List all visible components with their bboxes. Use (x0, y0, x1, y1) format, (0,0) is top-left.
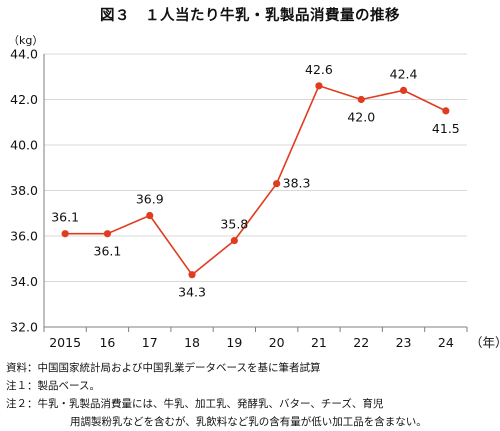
chart-notes: 資料：中国国家統計局および中国乳業データベースを基に筆者試算 注１：製品ベース。… (6, 359, 494, 431)
y-tick-label: 38.0 (10, 183, 38, 198)
y-tick-label: 36.0 (10, 229, 38, 244)
data-label: 35.8 (220, 217, 248, 232)
data-point (61, 230, 69, 238)
x-tick-label: 2015 (49, 335, 81, 350)
data-point (230, 236, 238, 245)
data-point (146, 211, 154, 220)
x-tick-label: 22 (353, 335, 369, 350)
data-point (442, 107, 450, 115)
data-point (315, 82, 323, 90)
note-2: 注２：牛乳・乳製品消費量には、牛乳、加工乳、発酵乳、バター、チーズ、育児 (6, 398, 384, 410)
data-label: 42.0 (347, 110, 375, 125)
data-label: 41.5 (432, 121, 460, 136)
data-label: 36.1 (94, 244, 122, 259)
note-2-continued: 用調製粉乳などを含むが、乳飲料など乳の含有量が低い加工品を含まない。 (70, 416, 427, 428)
x-tick-label: 18 (184, 335, 200, 350)
data-label: 36.9 (136, 192, 164, 207)
grid-layer (44, 53, 467, 282)
data-point (399, 86, 408, 94)
x-axis-unit: （年） (470, 335, 500, 350)
data-point (273, 180, 281, 188)
x-tick-label: 19 (226, 335, 242, 350)
x-tick-label: 16 (99, 335, 115, 350)
x-tick-label: 20 (269, 335, 285, 350)
data-point (357, 95, 365, 104)
series-layer (61, 82, 450, 279)
data-label: 38.3 (283, 176, 311, 191)
y-tick-label: 42.0 (10, 92, 38, 107)
data-label: 36.1 (51, 210, 79, 225)
x-tick-label: 24 (438, 335, 454, 350)
source-note: 資料：中国国家統計局および中国乳業データベースを基に筆者試算 (6, 362, 321, 374)
x-tick-label: 21 (311, 335, 327, 350)
data-label: 42.6 (305, 62, 333, 77)
y-tick-label: 40.0 (10, 138, 38, 153)
label-layer: 36.1 36.1 36.9 34.3 35.8 38.3 42.6 42.0 42.4 41.5 (51, 62, 460, 300)
x-tick-label: 17 (142, 335, 158, 350)
y-tick-label: 32.0 (10, 320, 38, 335)
series-line (65, 85, 447, 276)
x-tick-label: 23 (396, 335, 412, 350)
note-1: 注１：製品ベース。 (6, 380, 100, 392)
axis-layer: 32.0 34.0 36.0 38.0 40.0 42.0 44.0 2015 16 17 18 19… (8, 34, 500, 350)
data-point (103, 230, 112, 238)
data-point (188, 271, 196, 279)
y-tick-label: 34.0 (10, 274, 38, 289)
chart-title: 図３ １人当たり牛乳・乳製品消費量の推移 (100, 8, 400, 24)
line-chart: 32.0 34.0 36.0 38.0 40.0 42.0 44.0 2015 16 17 18 19… (8, 34, 500, 350)
data-label: 34.3 (178, 285, 206, 300)
y-axis-unit: （kg） (8, 34, 43, 47)
y-tick-label: 44.0 (10, 47, 38, 62)
data-label: 42.4 (390, 66, 418, 81)
